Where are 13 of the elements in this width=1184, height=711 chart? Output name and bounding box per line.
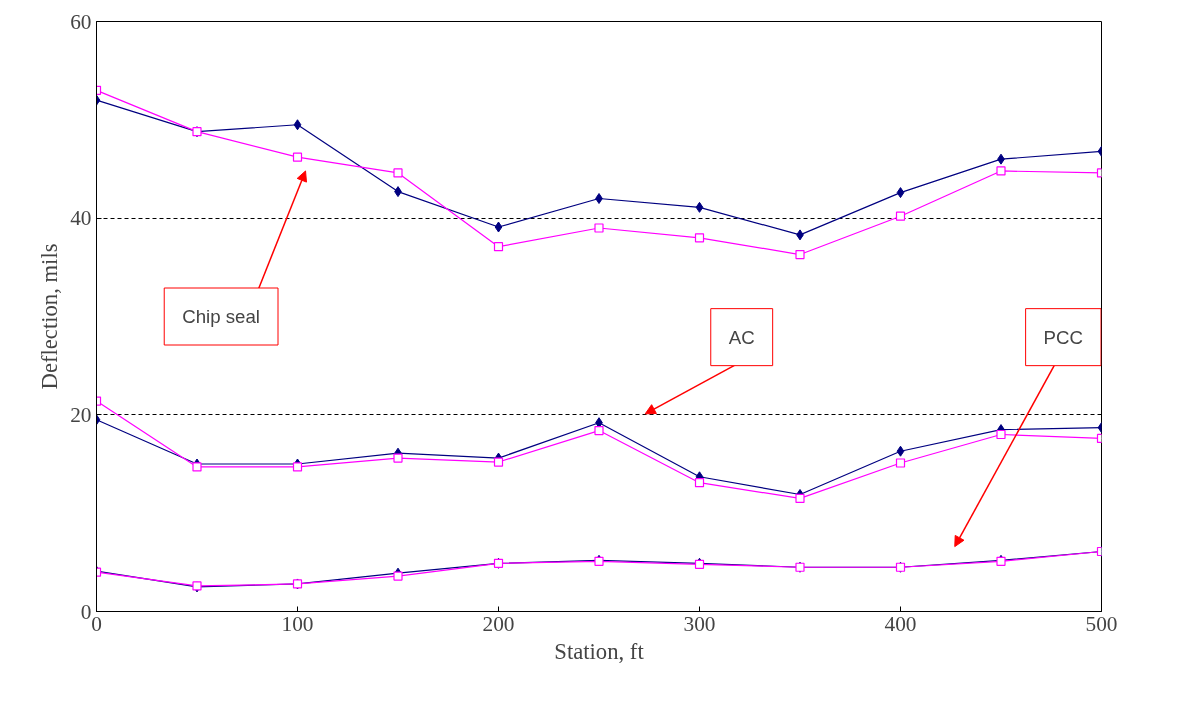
y-tick-label: 20	[70, 402, 92, 427]
x-tick-label: 200	[482, 611, 515, 636]
x-axis-title: Station, ft	[554, 638, 645, 664]
x-tick-label: 500	[1085, 611, 1118, 636]
x-tick-label: 300	[683, 611, 716, 636]
x-tick-label: 100	[281, 611, 314, 636]
x-tick-label: 400	[884, 611, 917, 636]
y-tick-label: 40	[70, 206, 92, 231]
annotation: AC	[728, 326, 755, 348]
y-axis-title: Deflection, mils	[37, 243, 63, 390]
annotation: PCC	[1043, 326, 1084, 348]
annotation: Chip seal	[182, 306, 261, 327]
y-tick-label: 60	[70, 9, 92, 34]
